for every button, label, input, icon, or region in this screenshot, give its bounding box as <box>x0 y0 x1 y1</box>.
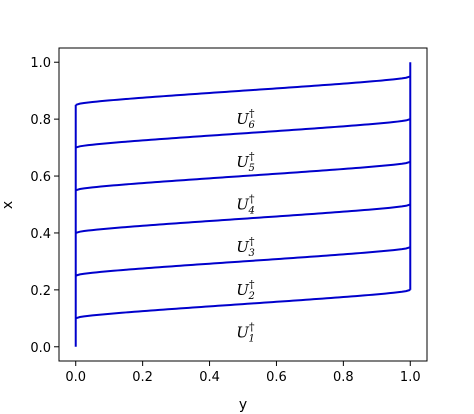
x-axis-label: y <box>239 397 247 413</box>
curve-u1 <box>75 288 411 320</box>
y-tick-label: 1.0 <box>30 56 51 71</box>
curve-u2 <box>75 246 411 277</box>
label-u1: U† 1 <box>236 321 255 345</box>
curve-u6 <box>75 75 411 106</box>
x-axis-ticks: 0.0 0.2 0.4 0.6 0.8 1.0 <box>65 361 421 385</box>
x-tick-label: 0.4 <box>199 370 220 385</box>
x-tick-label: 0.0 <box>65 370 86 385</box>
x-tick-label: 0.6 <box>266 370 287 385</box>
y-tick-label: 0.6 <box>30 170 51 185</box>
y-axis-ticks: 0.0 0.2 0.4 0.6 0.8 1.0 <box>30 56 59 356</box>
y-tick-label: 0.2 <box>30 284 51 299</box>
x-tick-label: 0.2 <box>132 370 153 385</box>
label-u2: U† 2 <box>236 278 255 302</box>
label-u6: U† 6 <box>236 107 255 131</box>
plot-frame <box>58 47 428 362</box>
x-tick-label: 1.0 <box>400 370 421 385</box>
label-u3: U† 3 <box>236 235 255 259</box>
curve-u5 <box>75 118 411 149</box>
y-tick-label: 0.0 <box>30 341 51 356</box>
curve-u3 <box>75 203 411 234</box>
annotations: U† 1 U† 2 U† 3 U† 4 U† 5 U† 6 <box>236 107 255 344</box>
label-u5: U† 5 <box>236 150 255 174</box>
y-tick-label: 0.8 <box>30 113 51 128</box>
curve-u4 <box>75 160 411 192</box>
y-tick-label: 0.4 <box>30 227 51 242</box>
curves <box>74 62 412 347</box>
y-axis-label: x <box>0 201 16 209</box>
x-tick-label: 0.8 <box>333 370 354 385</box>
label-u4: U† 4 <box>236 193 255 217</box>
